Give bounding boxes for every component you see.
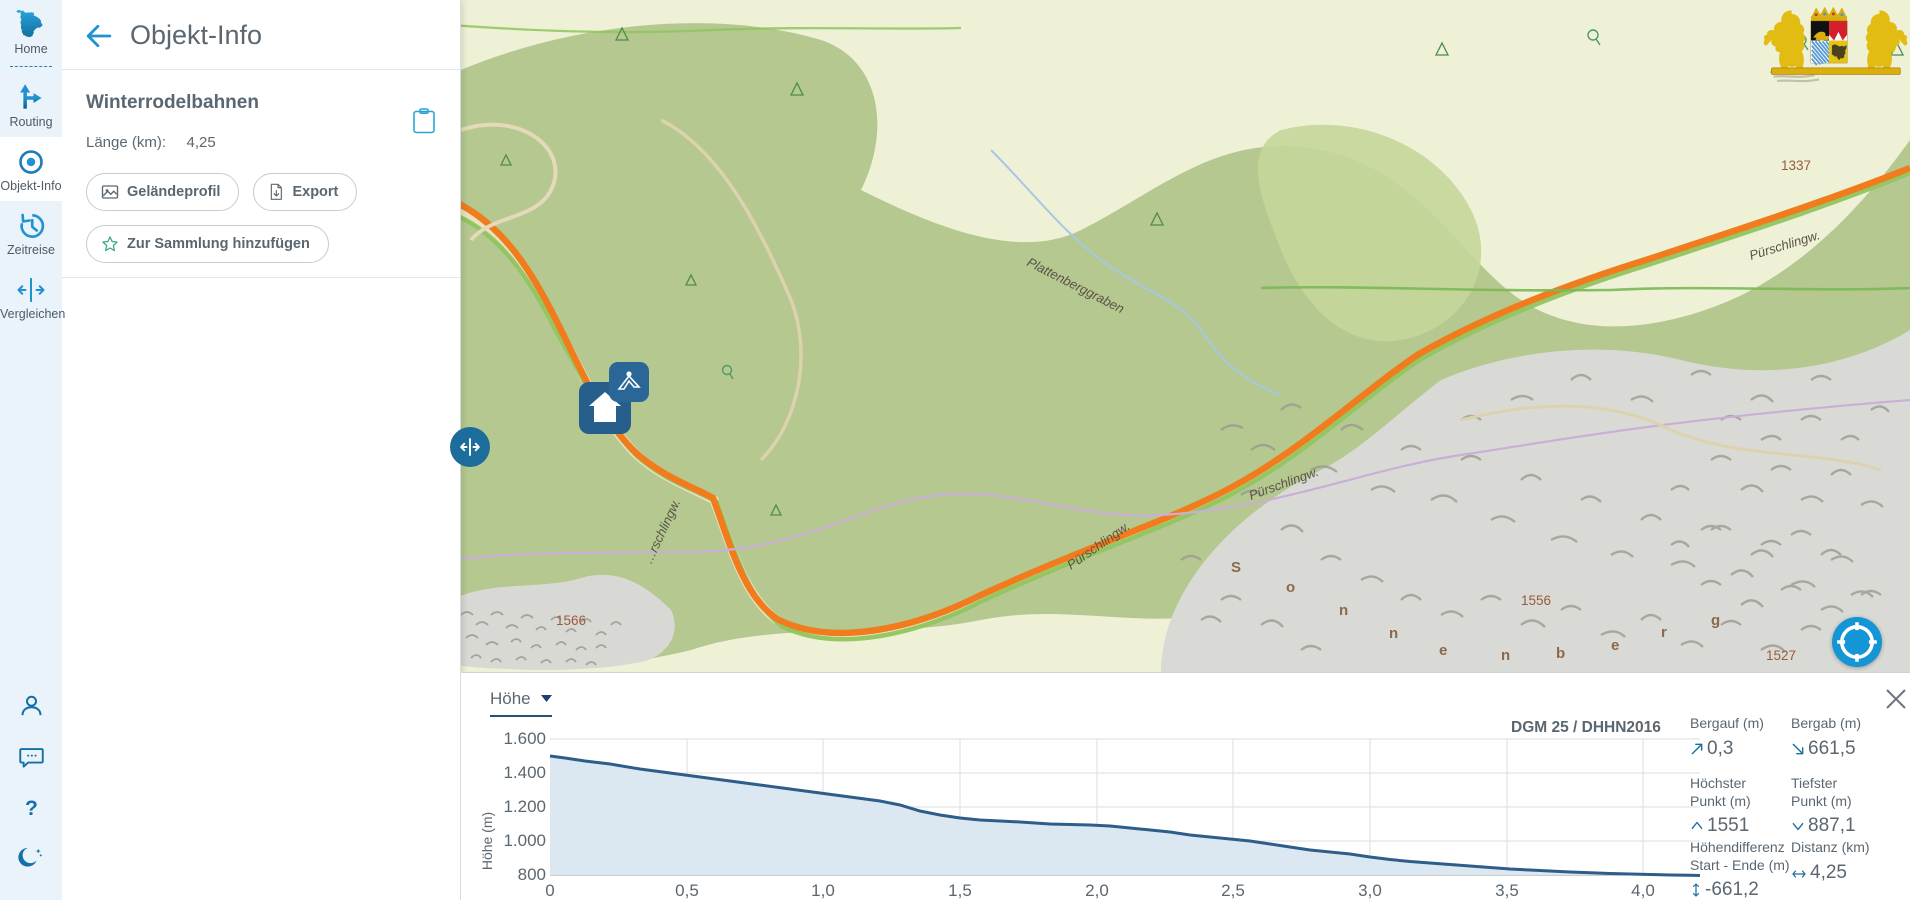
svg-text:n: n bbox=[1501, 647, 1510, 664]
svg-text:2,5: 2,5 bbox=[1221, 881, 1245, 900]
svg-text:n: n bbox=[1389, 625, 1398, 642]
svg-text:g: g bbox=[1711, 612, 1720, 629]
svg-text:n: n bbox=[1339, 602, 1348, 619]
svg-text:1527: 1527 bbox=[1766, 648, 1796, 663]
svg-text:1,0: 1,0 bbox=[811, 881, 835, 900]
svg-text:o: o bbox=[1286, 579, 1295, 596]
svg-text:1.400: 1.400 bbox=[503, 763, 546, 782]
svg-text:1.000: 1.000 bbox=[503, 831, 546, 850]
svg-text:0,5: 0,5 bbox=[675, 881, 699, 900]
svg-text:b: b bbox=[1556, 645, 1565, 662]
svg-text:S: S bbox=[1231, 559, 1241, 576]
svg-text:1556: 1556 bbox=[1521, 593, 1551, 608]
svg-text:1.600: 1.600 bbox=[503, 731, 546, 748]
svg-text:Höhe (m): Höhe (m) bbox=[479, 812, 495, 870]
svg-text:800: 800 bbox=[518, 865, 546, 884]
svg-text:1,5: 1,5 bbox=[948, 881, 972, 900]
svg-text:?: ? bbox=[25, 797, 38, 819]
svg-text:1.200: 1.200 bbox=[503, 797, 546, 816]
svg-text:1566: 1566 bbox=[556, 613, 586, 628]
svg-text:3,0: 3,0 bbox=[1358, 881, 1382, 900]
svg-text:r: r bbox=[1661, 624, 1667, 641]
svg-text:e: e bbox=[1611, 637, 1619, 654]
svg-text:3,5: 3,5 bbox=[1495, 881, 1519, 900]
svg-text:e: e bbox=[1439, 642, 1447, 659]
svg-text:2,0: 2,0 bbox=[1085, 881, 1109, 900]
svg-text:1337: 1337 bbox=[1781, 158, 1811, 173]
svg-text:0: 0 bbox=[545, 881, 554, 900]
svg-text:4,0: 4,0 bbox=[1631, 881, 1655, 900]
